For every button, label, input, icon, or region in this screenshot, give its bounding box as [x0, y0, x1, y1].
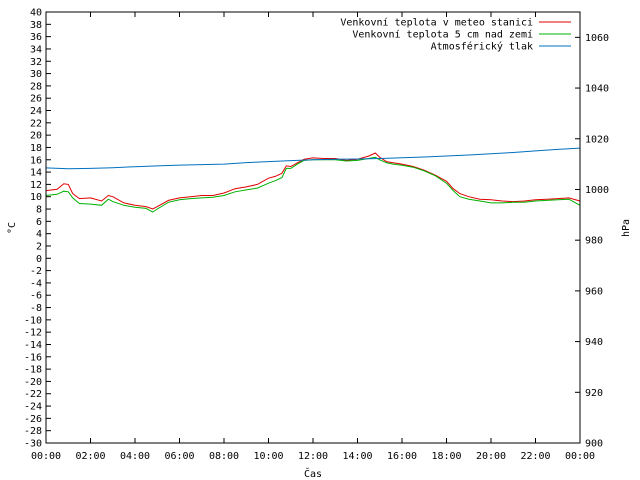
y-tick-label: 32: [30, 57, 42, 68]
y2-tick-label: 940: [585, 337, 603, 348]
y-tick-label: 6: [36, 217, 42, 228]
y-tick-label: -18: [24, 365, 42, 376]
y-tick-label: -30: [24, 439, 42, 450]
y2-tick-label: 980: [585, 236, 603, 247]
y-tick-label: 26: [30, 94, 42, 105]
y-tick-label: -22: [24, 389, 42, 400]
y-tick-label: -10: [24, 315, 42, 326]
left-axis: 4038363432302826242220181614121086420-2-…: [24, 8, 51, 450]
x-tick-label: 00:00: [31, 451, 61, 462]
x-tick-label: 14:00: [342, 451, 372, 462]
y-tick-label: 14: [30, 168, 42, 179]
series-line-3: [45, 147, 581, 170]
y-tick-label: -26: [24, 414, 42, 425]
y2-tick-label: 1040: [585, 84, 609, 95]
x-tick-label: 18:00: [431, 451, 461, 462]
y2-tick-label: 960: [585, 286, 603, 297]
x-axis-label: Čas: [304, 467, 322, 480]
legend: Venkovní teplota v meteo staniciVenkovní…: [340, 17, 571, 53]
y2-tick-label: 1020: [585, 134, 609, 145]
y-tick-label: 22: [30, 118, 42, 129]
y-tick-label: 40: [30, 8, 42, 19]
y-tick-label: 38: [30, 20, 42, 31]
legend-label: Venkovní teplota v meteo stanici: [340, 17, 533, 29]
right-axis: 1060 1040 1020 1000 980 960 940 920 900: [575, 33, 609, 450]
y-tick-label: 2: [36, 241, 42, 252]
y-tick-label: -14: [24, 340, 42, 351]
y-tick-label: -16: [24, 352, 42, 363]
y-tick-label: -6: [30, 291, 42, 302]
y-tick-label: 34: [30, 44, 42, 55]
x-tick-label: 00:00: [565, 451, 595, 462]
y-tick-label: 16: [30, 155, 42, 166]
x-tick-label: 12:00: [298, 451, 328, 462]
y-tick-label: -28: [24, 426, 42, 437]
y-tick-label: -2: [30, 266, 42, 277]
x-tick-label: 10:00: [253, 451, 283, 462]
x-axis: 00:00 02:00 04:00 06:00 08:00 10:00 12:00 14:00…: [31, 12, 595, 462]
x-tick-label: 04:00: [120, 451, 150, 462]
x-tick-label: 06:00: [164, 451, 194, 462]
y-tick-label: 28: [30, 81, 42, 92]
y-tick-label: -12: [24, 328, 42, 339]
y-tick-label: -8: [30, 303, 42, 314]
y-tick-label: 18: [30, 143, 42, 154]
series-layer: [45, 147, 581, 213]
y-tick-label: -20: [24, 377, 42, 388]
y-tick-label: -4: [30, 278, 42, 289]
y-tick-label: 10: [30, 192, 42, 203]
y2-axis-label: hPa: [621, 219, 632, 237]
y-tick-label: 12: [30, 180, 42, 191]
y-tick-label: -24: [24, 402, 42, 413]
y-tick-label: 4: [36, 229, 42, 240]
y2-tick-label: 920: [585, 388, 603, 399]
y-tick-label: 36: [30, 32, 42, 43]
x-tick-label: 22:00: [520, 451, 550, 462]
y2-tick-label: 900: [585, 439, 603, 450]
y-tick-label: 24: [30, 106, 42, 117]
x-tick-label: 16:00: [387, 451, 417, 462]
y-tick-label: 8: [36, 205, 42, 216]
x-tick-label: 02:00: [75, 451, 105, 462]
legend-label: Venkovní teplota 5 cm nad zemí: [352, 29, 533, 41]
y-tick-label: 0: [36, 254, 42, 265]
x-tick-label: 08:00: [209, 451, 239, 462]
legend-label: Atmosférický tlak: [431, 41, 533, 53]
y-tick-label: 30: [30, 69, 42, 80]
y2-tick-label: 1060: [585, 33, 609, 44]
y-axis-label: °C: [7, 222, 18, 234]
series-line-1: [45, 152, 581, 210]
y2-tick-label: 1000: [585, 185, 609, 196]
x-tick-label: 20:00: [476, 451, 506, 462]
y-tick-label: 20: [30, 131, 42, 142]
series-line-2: [45, 156, 581, 213]
